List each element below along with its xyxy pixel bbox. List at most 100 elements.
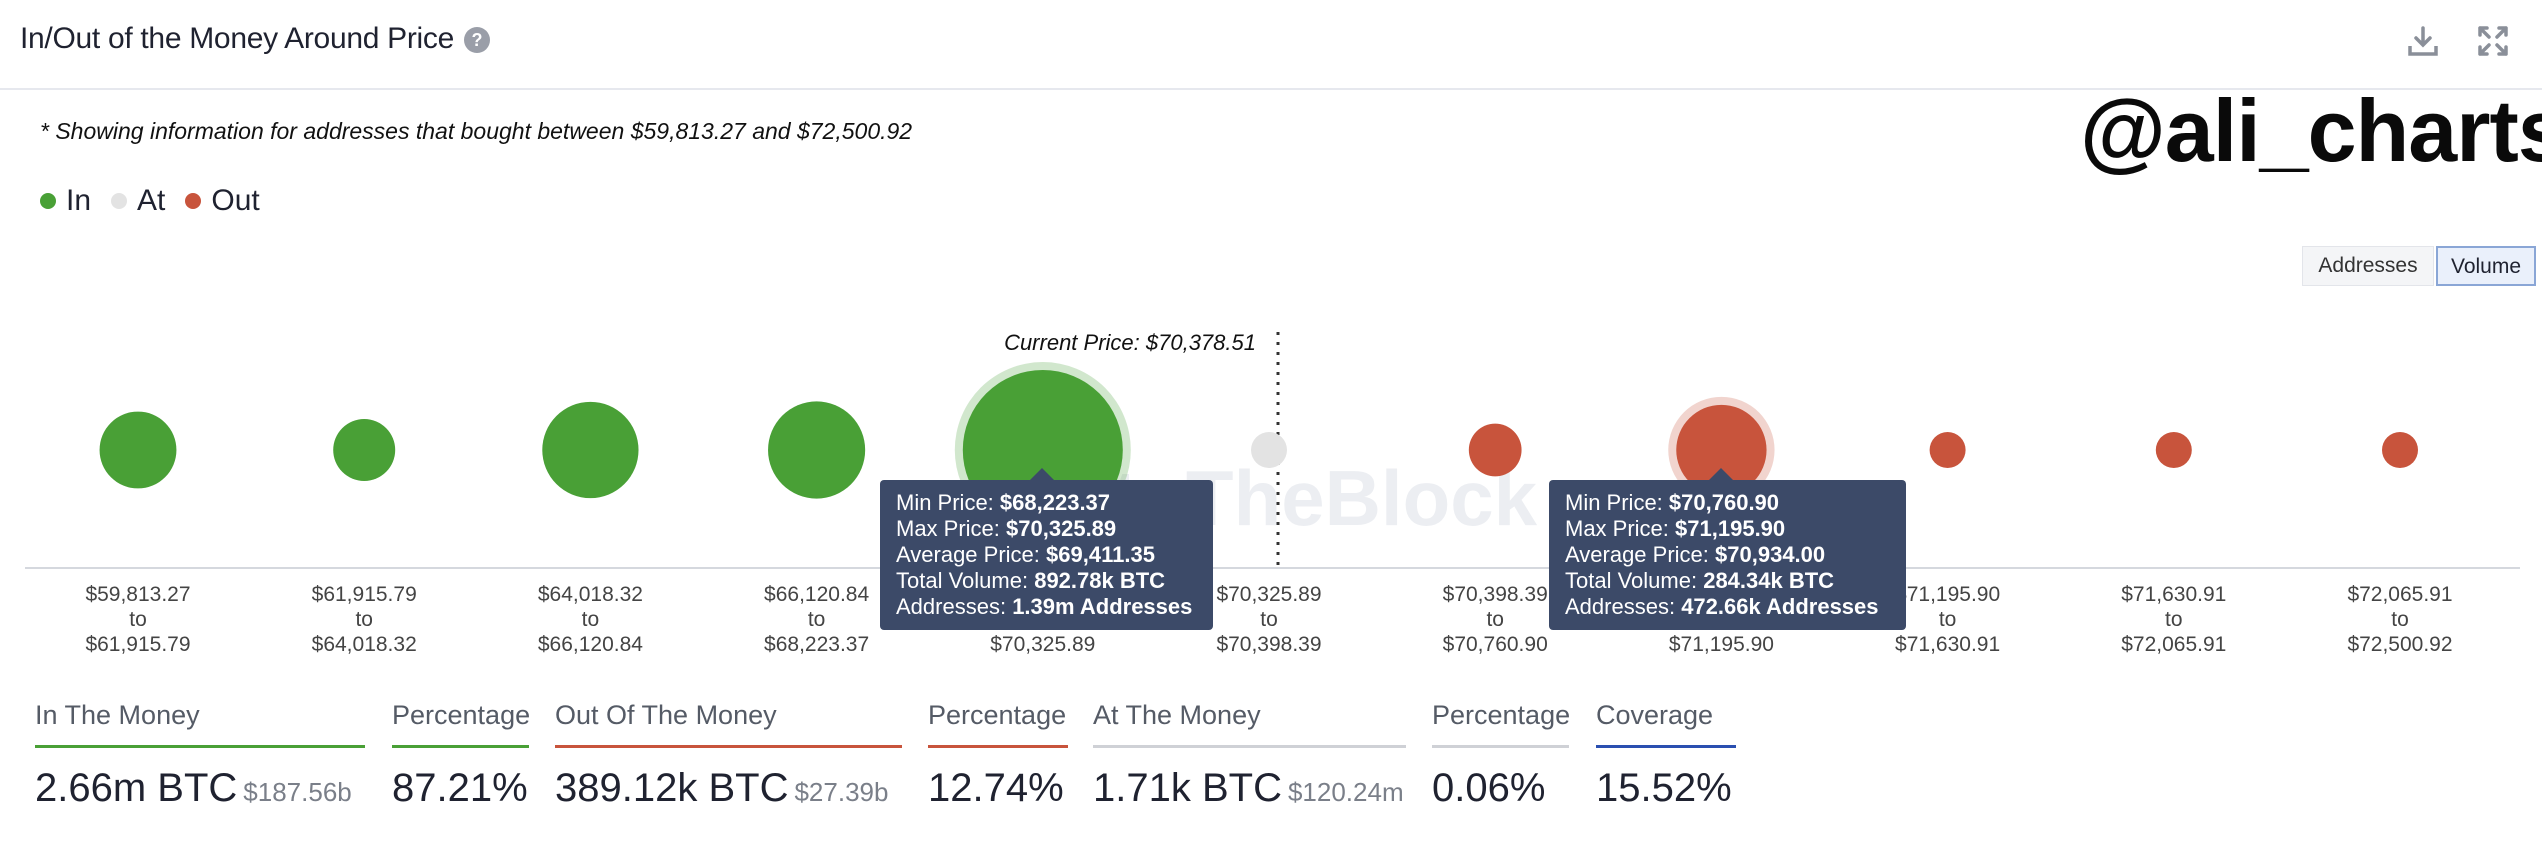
stat-at-percentage: Percentage 0.06% (1432, 700, 1570, 811)
x-tick-label: $70,325.89 (1216, 583, 1321, 606)
x-tick-label: $66,120.84 (764, 583, 869, 606)
legend-item-out[interactable]: Out (185, 184, 260, 218)
x-tick-label: $61,915.79 (85, 633, 190, 656)
stat-label: Percentage (1432, 700, 1570, 748)
tooltip-avg-value: $70,934.00 (1715, 542, 1826, 567)
x-tick-label: to (582, 608, 600, 631)
bucket-tooltip: Min Price: $68,223.37 Max Price: $70,325… (880, 468, 1213, 630)
volume-bubble (1251, 432, 1287, 468)
x-tick-label: to (2391, 608, 2409, 631)
stat-subvalue: $187.56b (243, 777, 352, 807)
download-icon[interactable] (2404, 22, 2442, 60)
stat-value: 0.06% (1432, 766, 1546, 810)
x-tick-label: $70,325.89 (990, 633, 1095, 656)
tooltip-avg-value: $69,411.35 (1046, 542, 1155, 567)
x-tick-label: to (1260, 608, 1278, 631)
question-circle-icon[interactable]: ? (464, 27, 490, 53)
x-tick-label: $70,760.90 (1443, 633, 1548, 656)
x-tick-label: $64,018.32 (312, 633, 417, 656)
tooltip-vol-label: Total Volume: (896, 568, 1029, 593)
legend-item-in[interactable]: In (40, 184, 91, 218)
x-tick-label: to (1939, 608, 1957, 631)
stat-label: Coverage (1596, 700, 1736, 748)
stat-value: 15.52% (1596, 766, 1732, 810)
tooltip-avg-label: Average Price: (896, 542, 1040, 567)
x-tick-label: $59,813.27 (85, 583, 190, 606)
stat-value: 1.71k BTC (1093, 766, 1282, 810)
tooltip-min-value: $70,760.90 (1668, 490, 1780, 515)
stat-label: At The Money (1093, 700, 1406, 748)
x-tick-label: to (129, 608, 147, 631)
volume-bubble (542, 401, 639, 499)
stat-value: 12.74% (928, 766, 1064, 810)
tooltip-addr-value: 472.66k Addresses (1681, 594, 1879, 619)
x-tick-label: $64,018.32 (538, 583, 643, 606)
tooltip-addr-label: Addresses: (1565, 594, 1676, 619)
tooltip-max-label: Max Price: (1565, 516, 1669, 541)
legend-label: Out (211, 184, 260, 217)
legend-item-at[interactable]: At (111, 184, 165, 218)
legend-label: In (66, 184, 92, 217)
legend-label: At (137, 184, 166, 217)
x-tick-label: $72,065.91 (2121, 633, 2226, 656)
legend-dot-icon (40, 193, 56, 209)
stat-out-of-the-money: Out Of The Money 389.12k BTC $27.39b (555, 700, 902, 811)
stat-subvalue: $27.39b (794, 777, 889, 807)
bucket-tooltip: Min Price: $70,760.90 Max Price: $71,195… (1549, 468, 1906, 630)
chart-header: In/Out of the Money Around Price ? (0, 0, 2542, 90)
x-tick-label: $68,223.37 (764, 633, 869, 656)
stat-label: Out Of The Money (555, 700, 902, 748)
volume-bubble (1929, 432, 1966, 468)
tooltip-vol-value: 892.78k BTC (1034, 568, 1166, 593)
volume-bubble (768, 401, 866, 499)
legend-dot-icon (185, 193, 202, 209)
tooltip-min-value: $68,223.37 (999, 490, 1111, 515)
stat-subvalue: $120.24m (1287, 777, 1404, 807)
watermark-handle: @ali_charts (2080, 81, 2542, 180)
x-tick-label: to (1486, 608, 1504, 631)
x-tick-label: $70,398.39 (1443, 583, 1548, 606)
summary-stats: In The Money 2.66m BTC $187.56b Percentag… (0, 700, 2542, 848)
stat-label: Percentage (928, 700, 1068, 748)
page-title: In/Out of the Money Around Price (20, 22, 454, 55)
tooltip-avg-label: Average Price: (1565, 542, 1709, 567)
volume-bubble (1468, 423, 1522, 477)
tooltip-vol-value: 284.34k BTC (1703, 568, 1835, 593)
volume-bubble (2155, 432, 2192, 468)
x-tick-label: $72,500.92 (2347, 633, 2452, 656)
volume-toggle-button[interactable]: Volume (2436, 246, 2536, 286)
tooltip-max-label: Max Price: (896, 516, 1000, 541)
tooltip-addr-label: Addresses: (896, 594, 1007, 619)
tooltip-max-value: $71,195.90 (1675, 516, 1786, 541)
x-tick-label: $61,915.79 (312, 583, 417, 606)
expand-icon[interactable] (2474, 22, 2512, 60)
x-tick-label: to (2165, 608, 2183, 631)
stat-value: 389.12k BTC (555, 766, 789, 810)
stat-out-percentage: Percentage 12.74% (928, 700, 1068, 811)
volume-bubble (1676, 404, 1767, 496)
tooltip-vol-label: Total Volume: (1565, 568, 1698, 593)
x-tick-label: $72,065.91 (2347, 583, 2452, 606)
stat-in-the-money: In The Money 2.66m BTC $187.56b (35, 700, 365, 811)
tooltip-max-value: $70,325.89 (1006, 516, 1117, 541)
stat-value: 2.66m BTC (35, 766, 238, 810)
addresses-toggle-button[interactable]: Addresses (2302, 246, 2434, 286)
volume-bubble (99, 411, 177, 489)
x-tick-label: $71,195.90 (1669, 633, 1774, 656)
x-tick-label: to (355, 608, 373, 631)
volume-bubble (2382, 432, 2418, 468)
stat-in-percentage: Percentage 87.21% (392, 700, 530, 811)
legend-dot-icon (111, 193, 128, 209)
current-price-label: Current Price: $70,378.51 (1004, 330, 1256, 355)
x-tick-label: $71,195.90 (1895, 583, 2000, 606)
stat-value: 87.21% (392, 766, 528, 810)
x-tick-label: to (808, 608, 826, 631)
x-tick-label: $71,630.91 (2121, 583, 2226, 606)
x-tick-label: $66,120.84 (538, 633, 643, 656)
tooltip-addr-value: 1.39m Addresses (1012, 594, 1193, 619)
range-note: * Showing information for addresses that… (40, 118, 913, 144)
stat-coverage: Coverage 15.52% (1596, 700, 1736, 811)
x-tick-label: $71,630.91 (1895, 633, 2000, 656)
stat-label: In The Money (35, 700, 365, 748)
